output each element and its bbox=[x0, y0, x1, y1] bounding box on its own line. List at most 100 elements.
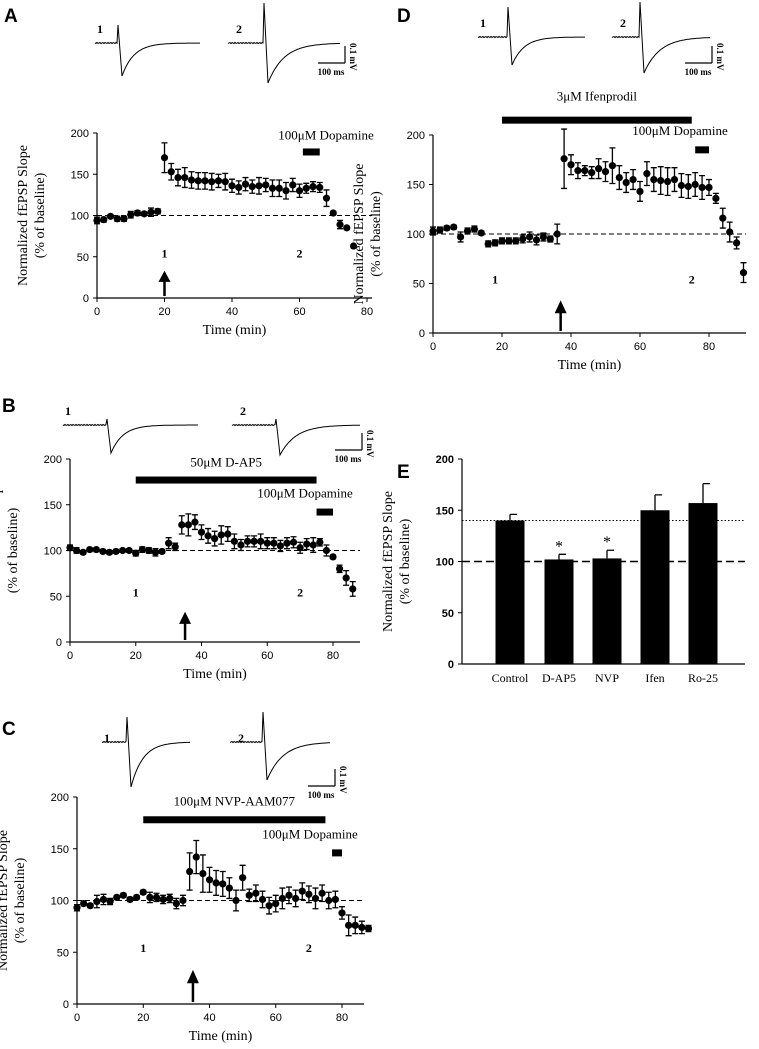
data-point bbox=[491, 239, 499, 247]
data-point bbox=[105, 548, 114, 556]
data-point bbox=[477, 229, 485, 237]
y-tick-label: 0 bbox=[448, 659, 454, 671]
drug-label: 100μM Dopamine bbox=[632, 123, 728, 138]
data-point bbox=[208, 178, 216, 186]
data-point bbox=[553, 230, 561, 238]
data-point bbox=[262, 181, 270, 189]
data-point bbox=[351, 921, 359, 929]
data-point bbox=[636, 187, 644, 196]
data-point bbox=[219, 880, 227, 888]
data-point bbox=[519, 235, 527, 243]
timepoint-label-1: 1 bbox=[162, 247, 168, 261]
data-point bbox=[512, 237, 520, 245]
data-point bbox=[302, 184, 310, 192]
bar-control bbox=[495, 520, 525, 664]
y-tick-label: 50 bbox=[50, 591, 62, 603]
timepoint-label-2: 2 bbox=[689, 273, 695, 287]
y-axis-title: Normalized fEPSP Slope bbox=[16, 145, 31, 286]
data-point bbox=[463, 227, 472, 235]
data-point bbox=[147, 208, 155, 216]
data-point bbox=[429, 227, 437, 235]
data-point bbox=[272, 900, 280, 908]
data-point bbox=[705, 183, 713, 192]
x-tick-label: 40 bbox=[565, 341, 577, 353]
error-bar bbox=[558, 553, 566, 560]
data-point bbox=[296, 544, 304, 552]
data-point bbox=[698, 183, 706, 192]
data-point bbox=[225, 884, 233, 892]
data-point bbox=[184, 521, 192, 529]
data-point bbox=[664, 177, 672, 186]
trace-label-2: 2 bbox=[236, 22, 242, 36]
data-point bbox=[154, 207, 162, 215]
data-point bbox=[119, 891, 127, 899]
fepsp-trace-1 bbox=[94, 24, 201, 77]
x-category-label: Ifen bbox=[645, 671, 664, 685]
data-point bbox=[172, 900, 180, 908]
data-point bbox=[608, 162, 617, 170]
y-axis: 0 50 100 150 200 Normalized fEPSP Slope(% of … bbox=[352, 130, 434, 340]
bar-d-ap5 bbox=[544, 559, 574, 664]
data-point bbox=[615, 173, 623, 182]
data-point bbox=[567, 161, 575, 169]
data-point bbox=[120, 215, 128, 223]
fepsp-trace-2 bbox=[231, 418, 360, 457]
data-point bbox=[595, 165, 603, 173]
data-point bbox=[282, 187, 290, 195]
x-tick-label: 20 bbox=[130, 650, 142, 662]
data-point bbox=[86, 545, 94, 554]
drug-label: 100μM Dopamine bbox=[278, 128, 374, 143]
scale-bar-voltage-label: 0.1 mV bbox=[365, 430, 375, 458]
data-point bbox=[303, 540, 311, 548]
data-point bbox=[132, 549, 140, 557]
data-point bbox=[329, 553, 337, 561]
panel-letter-d: D bbox=[397, 6, 411, 27]
y-axis-subtitle: (% of baseline) bbox=[398, 518, 413, 604]
ltp-induction-arrow-icon bbox=[179, 611, 192, 624]
x-axis-title: Time (min) bbox=[183, 667, 247, 682]
data-point bbox=[292, 894, 300, 903]
data-point bbox=[739, 269, 748, 277]
x-axis: 0 20 40 60 80 Time (min) bbox=[430, 332, 746, 373]
y-tick-label: 0 bbox=[83, 293, 89, 305]
data-point bbox=[165, 539, 173, 547]
scale-bar-voltage-label: 0.1 mV bbox=[338, 766, 348, 794]
data-point bbox=[539, 233, 548, 241]
data-point bbox=[187, 176, 196, 184]
data-point bbox=[151, 548, 160, 556]
x-category-label: Control bbox=[492, 671, 529, 685]
bar-ifen bbox=[640, 510, 670, 664]
drug-application-bar bbox=[332, 849, 342, 857]
data-point bbox=[470, 225, 478, 233]
y-tick-label: 200 bbox=[44, 454, 62, 466]
drug-label: 100μM Dopamine bbox=[257, 485, 353, 500]
data-point bbox=[670, 175, 679, 184]
data-point bbox=[329, 209, 337, 217]
data-point bbox=[643, 170, 651, 178]
drug-label: 100μM NVP-AAM077 bbox=[174, 793, 296, 808]
x-tick-label: 20 bbox=[137, 1012, 149, 1024]
y-tick-label: 200 bbox=[71, 128, 89, 140]
panel-letter-e: E bbox=[397, 462, 410, 483]
data-point bbox=[113, 893, 121, 901]
data-point bbox=[204, 532, 212, 540]
data-point bbox=[159, 895, 167, 904]
x-tick-label: 20 bbox=[496, 341, 508, 353]
x-tick-label: 0 bbox=[430, 341, 436, 353]
ltp-induction-arrow-icon bbox=[186, 969, 199, 984]
y-axis: 0 50 100 150 200 Normalized fEPSP Slope(% of … bbox=[0, 792, 78, 1011]
data-point bbox=[224, 530, 232, 538]
data-point bbox=[167, 168, 175, 176]
data-point bbox=[358, 923, 366, 932]
scale-bar-voltage-label: 0.1 mV bbox=[348, 43, 358, 71]
drug-label: 50μM D-AP5 bbox=[190, 454, 262, 469]
data-point bbox=[546, 235, 554, 243]
fepsp-trace-1 bbox=[62, 418, 198, 455]
y-axis: 0 50 100 150 200 Normalized fEPSP Slope(% of … bbox=[381, 454, 463, 671]
error-bar bbox=[654, 494, 662, 511]
data-point bbox=[119, 546, 127, 555]
y-tick-label: 0 bbox=[56, 637, 62, 649]
trace-label-1: 1 bbox=[480, 16, 486, 30]
y-tick-label: 100 bbox=[51, 896, 69, 908]
data-point bbox=[581, 167, 589, 175]
